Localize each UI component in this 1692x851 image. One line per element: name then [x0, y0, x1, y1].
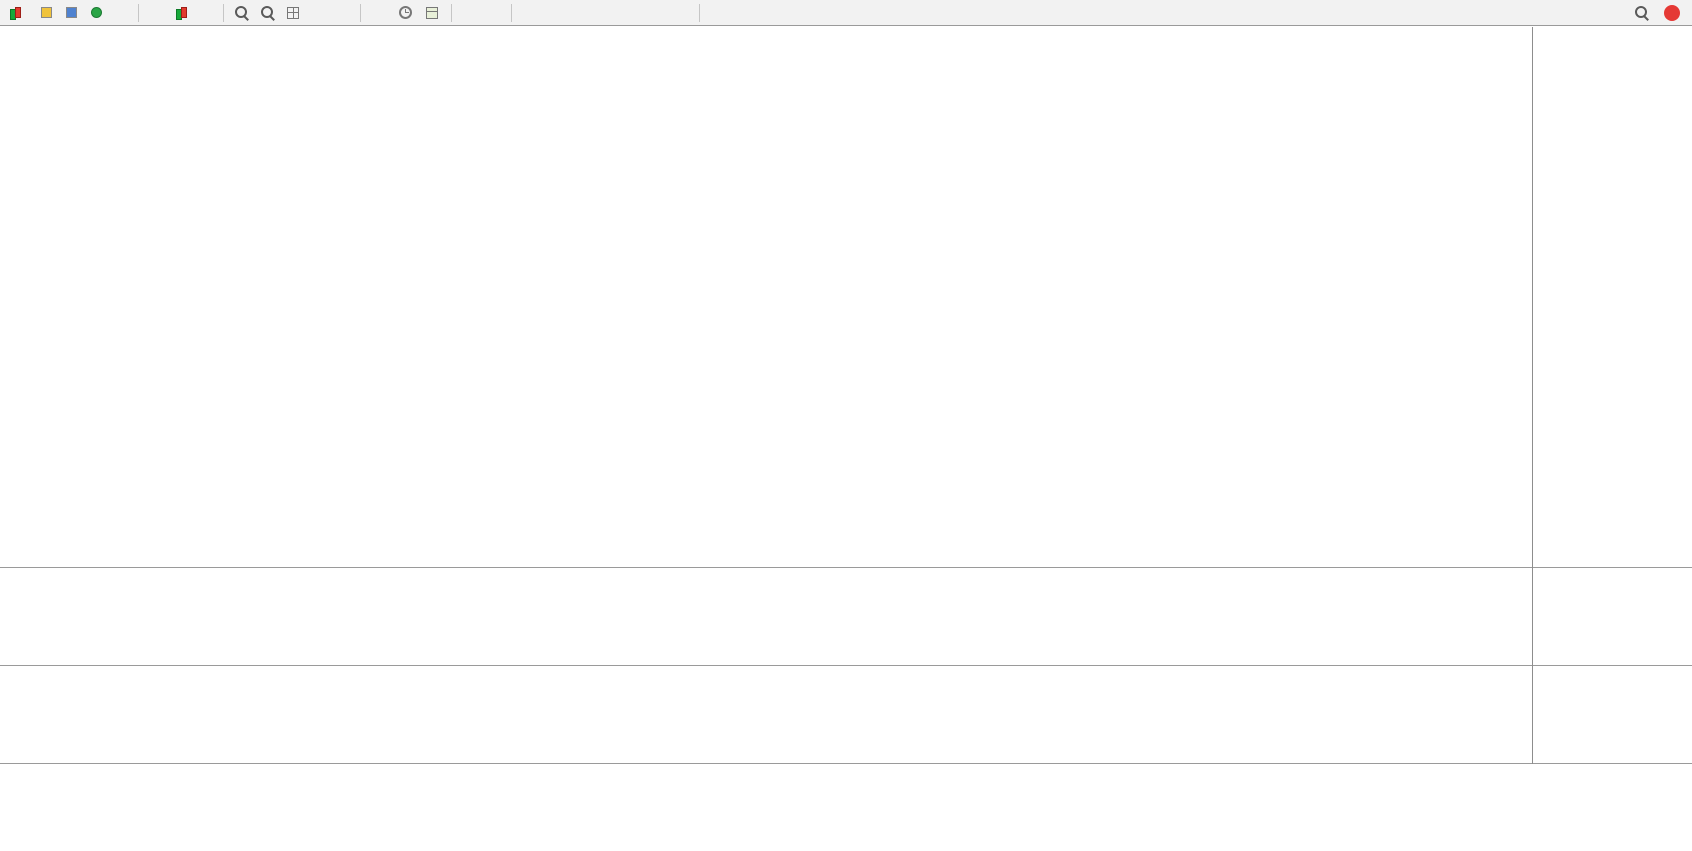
fibonacci-icon — [622, 5, 636, 20]
periods-clock-icon — [399, 6, 412, 19]
timeframe-d1-button[interactable] — [871, 2, 897, 24]
equidistant-channel-button[interactable] — [592, 2, 616, 24]
candlestick-chart-button[interactable] — [169, 2, 193, 24]
chart-shift-icon — [336, 5, 350, 20]
rsi-panel-canvas[interactable] — [0, 666, 1532, 763]
horizontal-line-button[interactable] — [542, 2, 566, 24]
timeframe-h1-button[interactable] — [817, 2, 843, 24]
new-order-button[interactable] — [4, 2, 33, 24]
timeframe-group — [709, 2, 951, 24]
panel-separator[interactable] — [0, 567, 1692, 568]
timeframe-w1-button[interactable] — [898, 2, 924, 24]
zoom-in-icon — [234, 5, 249, 20]
terminal-button[interactable] — [84, 2, 108, 24]
profiles-icon — [65, 7, 77, 18]
vertical-line-button[interactable] — [517, 2, 541, 24]
cursor-icon — [462, 5, 476, 20]
notification-badge[interactable] — [1664, 4, 1680, 21]
main-chart-canvas[interactable] — [0, 27, 1532, 567]
text-button[interactable] — [642, 2, 666, 24]
main-toolbar — [0, 0, 1692, 26]
bar-chart-icon — [149, 5, 163, 20]
templates-icon — [426, 6, 438, 19]
toolbar-right-group — [1629, 2, 1688, 24]
indicators-button[interactable] — [366, 2, 393, 24]
timeframe-h4-button[interactable] — [844, 2, 870, 24]
equidistant-channel-icon — [597, 5, 611, 20]
zoom-in-button[interactable] — [229, 2, 254, 24]
toolbar-separator — [451, 3, 452, 22]
timeframe-m30-button[interactable] — [790, 2, 816, 24]
timeframe-m1-button[interactable] — [709, 2, 735, 24]
arrows-icon — [672, 5, 686, 20]
trendline-icon — [572, 5, 586, 20]
tile-windows-icon — [287, 6, 299, 19]
templates-button[interactable] — [421, 2, 446, 24]
line-chart-icon — [199, 5, 213, 20]
horizontal-line-icon — [547, 5, 561, 20]
timeframe-m15-button[interactable] — [763, 2, 789, 24]
terminal-icon — [90, 7, 102, 18]
cursor-button[interactable] — [457, 2, 481, 24]
rsi-indicator-label — [5, 668, 9, 680]
trendline-button[interactable] — [567, 2, 591, 24]
candlestick-chart-icon — [175, 6, 188, 20]
fibonacci-button[interactable] — [617, 2, 641, 24]
text-icon — [647, 5, 661, 20]
profiles-button[interactable] — [59, 2, 83, 24]
crosshair-icon — [487, 5, 501, 20]
crosshair-button[interactable] — [482, 2, 506, 24]
toolbar-separator — [223, 3, 224, 22]
zoom-out-button[interactable] — [255, 2, 280, 24]
timeframe-m5-button[interactable] — [736, 2, 762, 24]
panel-separator[interactable] — [0, 665, 1692, 666]
periods-button[interactable] — [394, 2, 420, 24]
macd-panel-canvas[interactable] — [0, 568, 1532, 665]
price-axis-border — [1532, 27, 1533, 764]
toolbar-separator — [138, 3, 139, 22]
auto-scroll-button[interactable] — [306, 2, 330, 24]
chart-window — [0, 27, 1692, 851]
vertical-line-icon — [522, 5, 536, 20]
arrows-button[interactable] — [667, 2, 694, 24]
toolbar-separator — [360, 3, 361, 22]
panel-separator[interactable] — [0, 763, 1692, 764]
chart-shift-button[interactable] — [331, 2, 355, 24]
zoom-out-icon — [260, 5, 275, 20]
toolbar-separator — [699, 3, 700, 22]
macd-indicator-label — [5, 570, 9, 582]
bar-chart-button[interactable] — [144, 2, 168, 24]
market-watch-button[interactable] — [34, 2, 58, 24]
new-order-icon — [9, 6, 22, 20]
tile-windows-button[interactable] — [281, 2, 305, 24]
auto-trading-button[interactable] — [109, 2, 133, 24]
search-button[interactable] — [1629, 2, 1654, 24]
line-chart-button[interactable] — [194, 2, 218, 24]
indicators-icon — [371, 5, 385, 20]
search-icon — [1634, 5, 1649, 20]
timeframe-mn-button[interactable] — [925, 2, 951, 24]
auto-scroll-icon — [311, 5, 325, 20]
market-watch-icon — [40, 7, 52, 18]
toolbar-separator — [511, 3, 512, 22]
